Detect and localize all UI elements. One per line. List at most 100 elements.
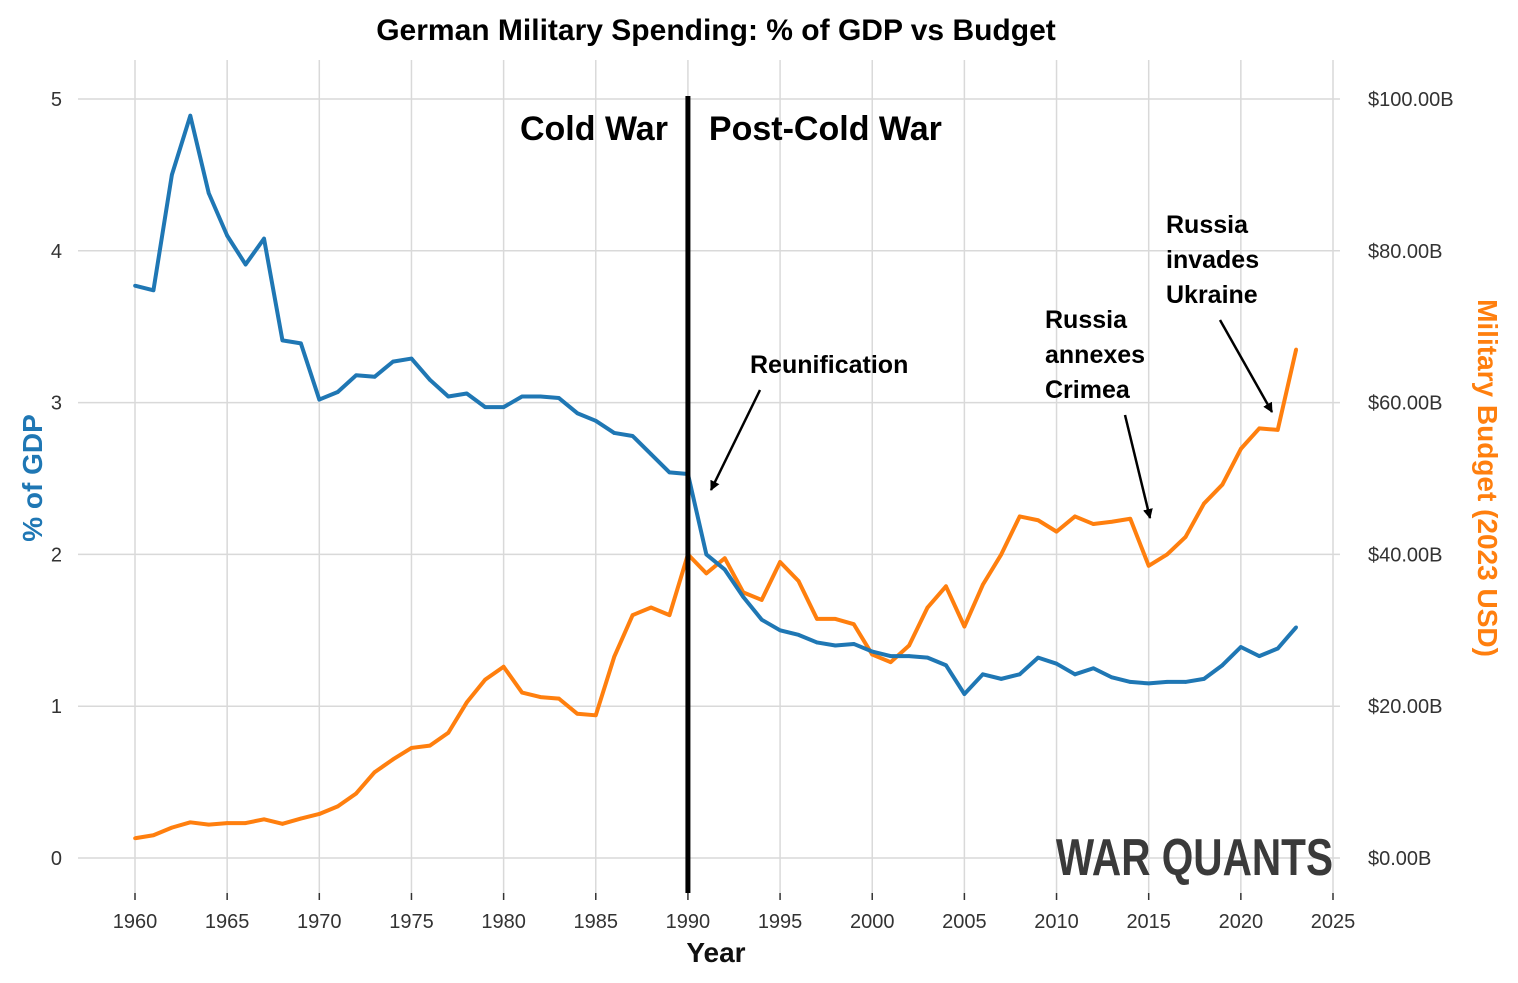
gdp-point — [759, 617, 764, 622]
budget-point — [925, 605, 930, 610]
gdp-point — [409, 356, 414, 361]
gdp-point — [999, 677, 1004, 681]
gdp-point — [944, 663, 948, 668]
x-tick-label: 1975 — [389, 911, 434, 933]
budget-point — [464, 700, 469, 705]
annotation-text: Reunification — [750, 351, 908, 379]
gdp-point — [538, 394, 543, 399]
gdp-point — [1054, 661, 1059, 666]
post-cold-war-label: Post-Cold War — [709, 110, 942, 148]
annotation-arrow — [1123, 414, 1153, 519]
x-tick-label: 2005 — [942, 911, 987, 933]
budget-point — [1091, 522, 1096, 526]
gdp-point — [649, 452, 653, 457]
budget-point — [999, 552, 1004, 557]
gdp-point — [428, 378, 432, 382]
budget-point — [1073, 514, 1077, 519]
y-tick-label: 5 — [51, 89, 62, 111]
budget-point — [833, 617, 838, 621]
gdp-point — [188, 113, 193, 118]
x-axis-label: Year — [686, 937, 745, 968]
budget-point — [170, 825, 174, 830]
y2-tick-label: $20.00B — [1368, 696, 1443, 718]
gdp-point — [372, 374, 377, 379]
gdp-point — [1202, 677, 1206, 681]
budget-point — [299, 816, 303, 821]
annotation-text: Russia — [1045, 306, 1128, 334]
x-tick-label: 2025 — [1311, 911, 1356, 933]
gdp-point — [796, 633, 801, 637]
budget-point — [538, 695, 543, 699]
gdp-point — [1110, 675, 1114, 680]
gdp-point — [483, 405, 487, 409]
x-tick-label: 1990 — [666, 911, 711, 933]
gdp-point — [630, 434, 635, 438]
x-tick-label: 2020 — [1219, 911, 1264, 933]
gdp-point — [1275, 646, 1280, 651]
y-tick-label: 2 — [51, 544, 62, 566]
x-tick-label: 1965 — [205, 911, 250, 933]
budget-point — [593, 713, 598, 718]
watermark: WAR QUANTS — [1056, 828, 1333, 886]
gdp-point — [852, 642, 856, 646]
gdp-point — [317, 397, 322, 402]
budget-point — [722, 556, 727, 560]
budget-point — [280, 822, 285, 826]
x-tick-label: 2015 — [1126, 911, 1171, 933]
budget-point — [704, 571, 709, 576]
gdp-point — [612, 431, 616, 435]
budget-point — [852, 622, 856, 627]
y2-tick-label: $40.00B — [1368, 544, 1443, 566]
budget-point — [1017, 514, 1022, 519]
budget-point — [981, 582, 985, 587]
gdp-point — [1017, 672, 1022, 677]
budget-point — [907, 643, 911, 648]
budget-point — [1239, 447, 1243, 451]
budget-point — [667, 613, 672, 617]
budget-point — [1165, 552, 1169, 557]
budget-point — [262, 817, 266, 822]
x-tick-label: 2010 — [1034, 911, 1079, 933]
gdp-point — [299, 341, 303, 346]
gdp-point — [925, 655, 930, 660]
gdp-point — [981, 672, 985, 677]
x-tick-label: 1995 — [758, 911, 803, 933]
gdp-point — [557, 396, 561, 400]
x-tick-label: 1980 — [481, 911, 526, 933]
gdp-point — [354, 373, 358, 378]
budget-point — [372, 770, 377, 775]
gdp-point — [1183, 680, 1188, 684]
gdp-point — [815, 640, 819, 645]
gdp-point — [962, 692, 967, 696]
gdp-point — [520, 394, 524, 399]
gdp-point — [888, 654, 893, 658]
budget-point — [575, 711, 580, 716]
budget-point — [1220, 482, 1225, 487]
annotation-arrow — [709, 389, 762, 491]
budget-point — [796, 579, 801, 583]
annotation-text: invades — [1166, 246, 1259, 274]
budget-point — [1054, 529, 1059, 534]
budget-point — [335, 804, 340, 809]
annotation-arrow — [1218, 319, 1274, 413]
budget-point — [630, 613, 635, 617]
gdp-point — [1073, 672, 1077, 677]
y-tick-label: 3 — [51, 393, 62, 415]
budget-point — [1146, 563, 1151, 568]
y2-tick-label: $60.00B — [1368, 393, 1443, 415]
budget-point — [151, 833, 156, 838]
budget-point — [944, 584, 948, 589]
budget-point — [409, 746, 414, 750]
gdp-point — [907, 654, 911, 658]
budget-point — [1294, 347, 1298, 352]
gdp-point — [722, 567, 727, 572]
annotation-text: Ukraine — [1166, 281, 1258, 309]
y2-tick-label: $0.00B — [1368, 848, 1431, 870]
budget-point — [612, 655, 616, 659]
annotation-text: Crimea — [1045, 376, 1131, 404]
budget-point — [778, 560, 782, 564]
budget-point — [649, 605, 653, 610]
budget-point — [1275, 428, 1280, 432]
gdp-point — [335, 390, 340, 394]
gdp-point — [206, 191, 211, 195]
